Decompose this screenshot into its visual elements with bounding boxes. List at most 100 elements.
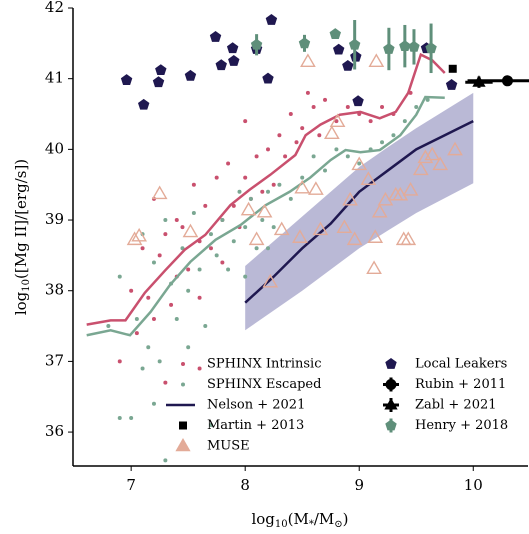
- point: [402, 119, 407, 124]
- legend-item: Local Leakers: [385, 357, 507, 372]
- x-axis-label: log10(M*/M⊙): [251, 510, 348, 530]
- legend-swatch: [385, 419, 397, 431]
- point: [186, 288, 191, 293]
- point: [408, 40, 420, 52]
- point: [262, 273, 279, 288]
- point: [140, 246, 145, 251]
- y-tick-label: 39: [45, 210, 64, 228]
- point: [214, 175, 219, 180]
- point: [448, 64, 457, 73]
- y-tick-label: 41: [45, 69, 64, 87]
- legend-label: Nelson + 2021: [207, 398, 305, 413]
- point: [208, 232, 213, 237]
- point: [360, 171, 377, 186]
- point: [117, 274, 122, 279]
- point: [231, 203, 236, 208]
- point: [348, 38, 361, 50]
- y-tick-label: 37: [45, 351, 64, 369]
- point: [294, 179, 311, 194]
- point: [380, 104, 385, 109]
- point: [134, 331, 139, 336]
- x-label-part: log: [251, 510, 275, 528]
- y-tick-label: 42: [45, 0, 64, 16]
- point: [300, 126, 305, 131]
- x-label-part: (M: [288, 510, 309, 528]
- point: [402, 181, 419, 196]
- y-tick-label: 36: [45, 422, 64, 440]
- point: [412, 161, 429, 176]
- y-tick-label: 40: [45, 139, 64, 157]
- point: [157, 253, 162, 258]
- point: [140, 366, 145, 371]
- point: [120, 74, 133, 85]
- point: [209, 30, 222, 42]
- point: [197, 267, 202, 272]
- point: [334, 119, 339, 124]
- point: [332, 43, 345, 55]
- point: [237, 189, 242, 194]
- point: [323, 168, 328, 173]
- point: [243, 175, 248, 180]
- x-label-part: *: [309, 519, 314, 530]
- point: [366, 260, 382, 275]
- point: [184, 69, 197, 81]
- x-label-part: /M: [314, 510, 334, 528]
- legend-item: Martin + 2013: [179, 418, 304, 433]
- point: [126, 231, 143, 246]
- point: [346, 231, 363, 246]
- y-tick-label: 38: [45, 281, 64, 299]
- point: [345, 154, 350, 159]
- point: [352, 95, 364, 107]
- point: [329, 113, 346, 128]
- point: [106, 324, 111, 329]
- point: [368, 119, 373, 124]
- point: [163, 380, 168, 385]
- point: [203, 324, 208, 329]
- point: [298, 37, 311, 49]
- point: [231, 239, 236, 244]
- point: [157, 359, 162, 364]
- point: [323, 125, 340, 140]
- legend-label: Zabl + 2021: [415, 398, 497, 413]
- x-label-part: 10: [275, 519, 288, 530]
- point: [311, 154, 316, 159]
- legend-label: Rubin + 2011: [415, 377, 506, 392]
- point: [163, 232, 168, 237]
- legend-label: MUSE: [207, 439, 250, 454]
- x-tick-label: 9: [354, 476, 364, 494]
- x-tick-label: 10: [464, 476, 483, 494]
- x-label-part: ): [343, 510, 349, 528]
- point: [300, 53, 316, 67]
- legend-item: Henry + 2018: [385, 418, 508, 433]
- point: [260, 218, 265, 223]
- legend-label: SPHINX Escaped: [207, 377, 321, 392]
- point: [323, 97, 328, 102]
- point: [317, 133, 322, 138]
- x-tick-label: 8: [240, 476, 250, 494]
- point: [220, 218, 225, 223]
- point: [395, 231, 412, 246]
- point: [472, 75, 486, 87]
- point: [129, 415, 134, 420]
- point: [243, 119, 248, 124]
- point: [260, 189, 265, 194]
- point: [182, 223, 199, 238]
- legend-item: Zabl + 2021: [383, 398, 497, 413]
- legend-swatch: [175, 438, 191, 452]
- point: [417, 149, 434, 164]
- point: [501, 75, 513, 87]
- point: [294, 140, 299, 145]
- point: [226, 161, 231, 166]
- point: [203, 203, 208, 208]
- point: [134, 316, 139, 321]
- point: [368, 53, 385, 67]
- point: [146, 295, 151, 300]
- point: [151, 316, 156, 321]
- line: [244, 119, 474, 304]
- point: [214, 253, 219, 258]
- point: [334, 147, 339, 152]
- legend-item: MUSE: [175, 438, 250, 454]
- point: [283, 154, 288, 159]
- point: [447, 141, 463, 156]
- point: [425, 97, 430, 102]
